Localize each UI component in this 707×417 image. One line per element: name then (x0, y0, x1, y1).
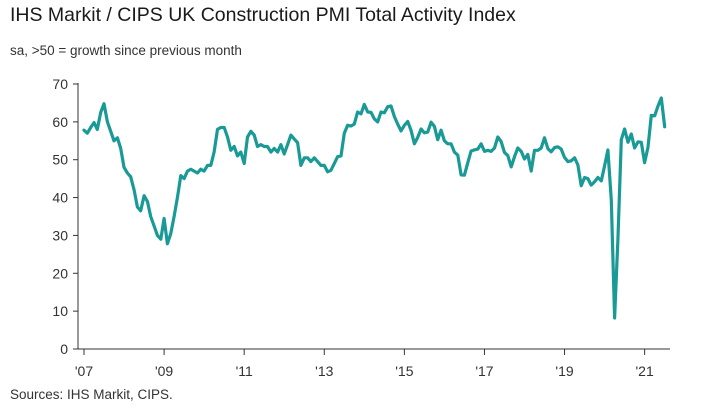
x-tick-label: '17 (475, 363, 493, 379)
y-tick-label: 0 (60, 341, 68, 357)
y-tick-label: 40 (52, 190, 68, 206)
x-tick-label: '15 (395, 363, 413, 379)
y-tick-label: 50 (52, 152, 68, 168)
x-tick-label: '09 (155, 363, 173, 379)
series-line (82, 96, 667, 320)
y-tick-label: 30 (52, 227, 68, 243)
x-tick-label: '13 (315, 363, 333, 379)
x-tick-label: '21 (636, 363, 654, 379)
y-tick-label: 10 (52, 303, 68, 319)
y-tick-label: 60 (52, 114, 68, 130)
x-tick-label: '07 (75, 363, 93, 379)
x-tick-label: '11 (236, 363, 253, 379)
chart-subtitle: sa, >50 = growth since previous month (10, 43, 242, 58)
series-group (82, 96, 667, 320)
source-note: Sources: IHS Markit, CIPS. (10, 387, 173, 402)
x-axis: '07 '09 '11 '13 '15 '17 '19 '21 (75, 348, 670, 379)
x-tick-label: '19 (555, 363, 573, 379)
y-axis: 0 10 20 30 40 50 60 70 (52, 76, 79, 357)
y-tick-label: 20 (52, 265, 68, 281)
chart-title: IHS Markit / CIPS UK Construction PMI To… (10, 4, 516, 26)
y-tick-label: 70 (52, 76, 68, 92)
